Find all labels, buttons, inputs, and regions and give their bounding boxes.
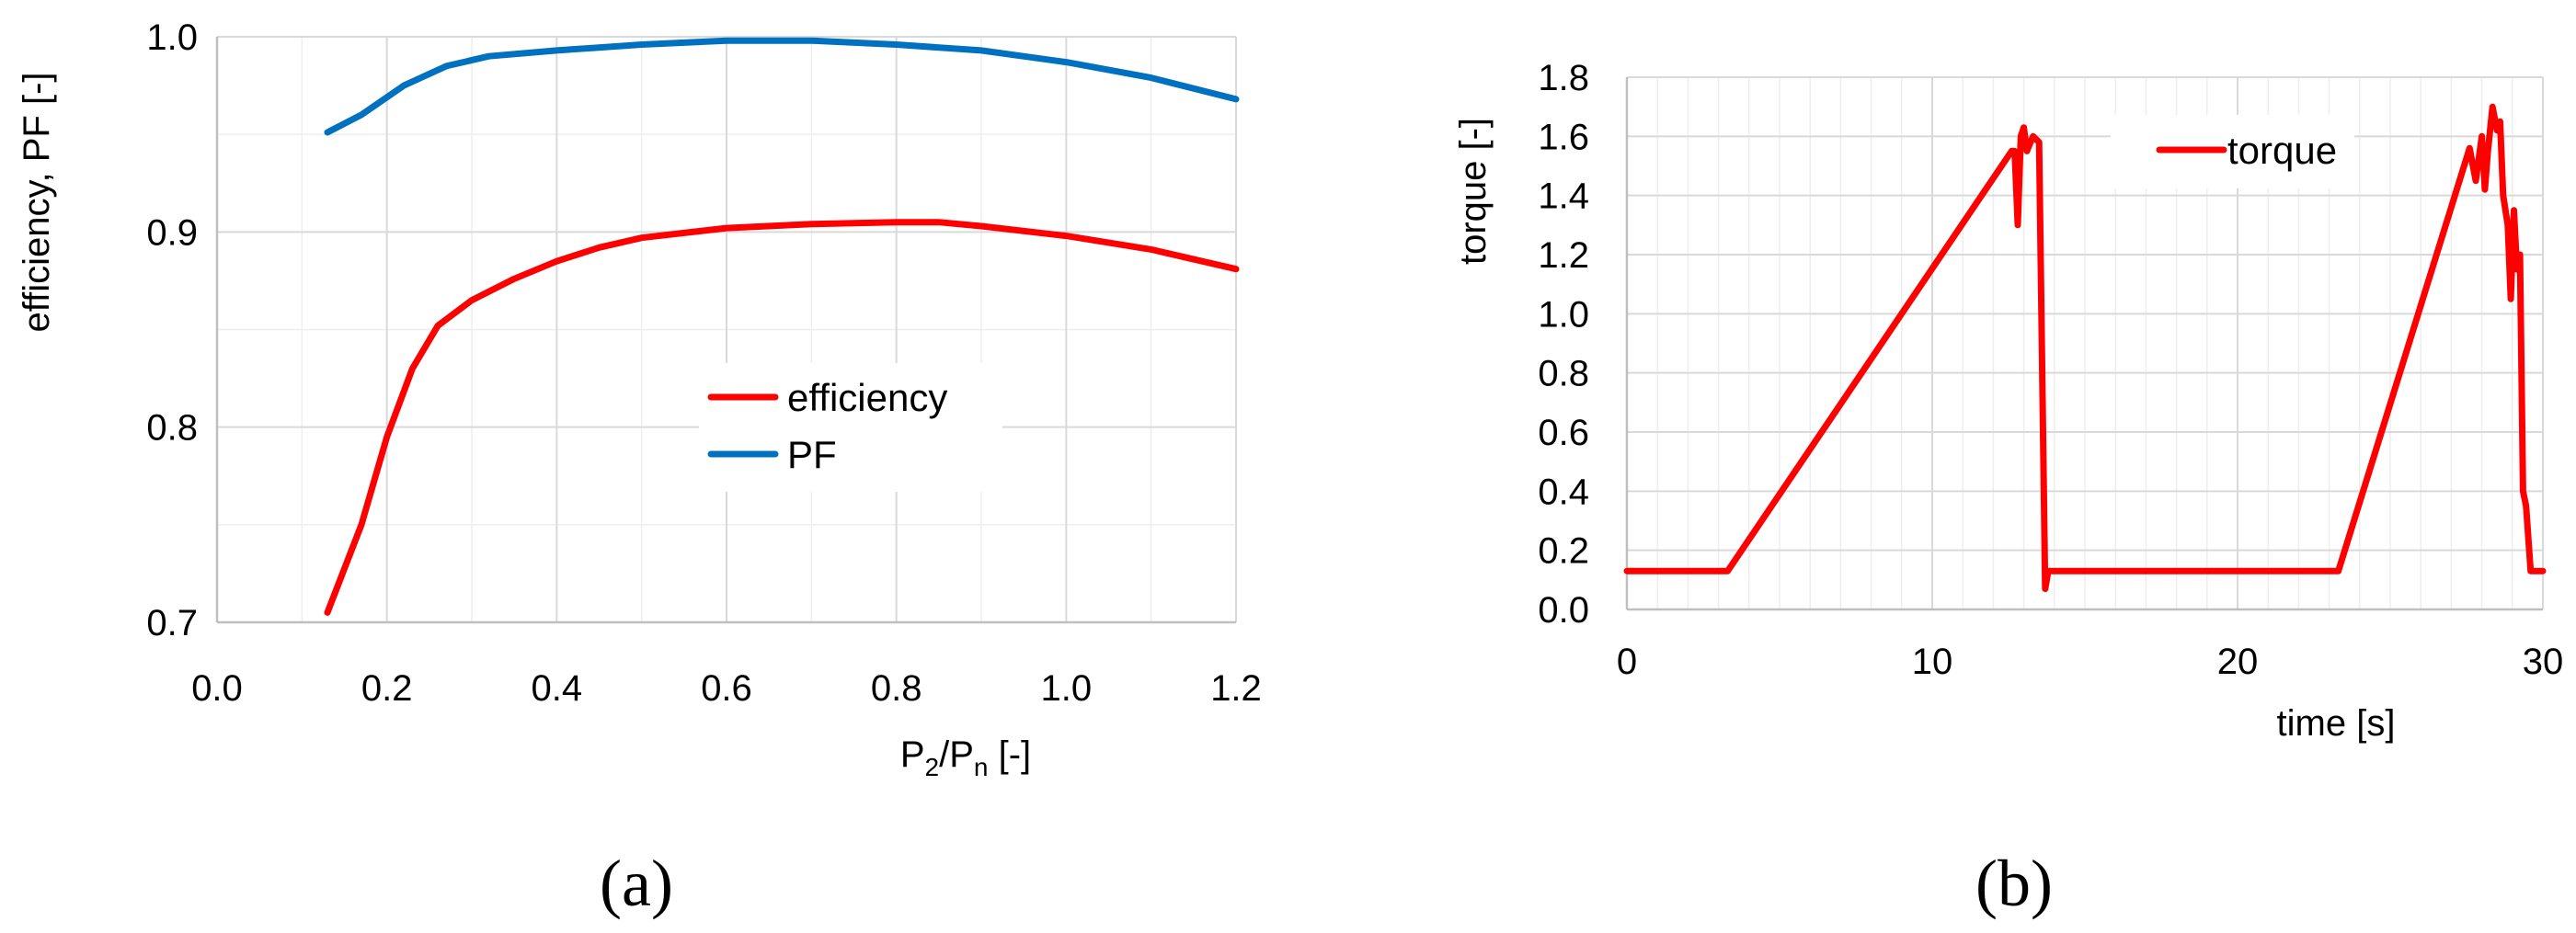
chart-a-x-tick-0-6: 0.6 xyxy=(701,668,752,709)
chart-a-x-tick-0-8: 0.8 xyxy=(871,668,922,709)
chart-b-legend: torque xyxy=(2111,115,2354,188)
chart-b-x-axis-label: time [s] xyxy=(2277,703,2396,744)
series-line-efficiency xyxy=(324,219,1240,616)
chart-b-y-tick-1-6: 1.6 xyxy=(1538,117,1589,157)
chart-a-x-axis-label: P2/Pn [-] xyxy=(900,734,1031,781)
chart-b-y-tick-1-0: 1.0 xyxy=(1538,294,1589,335)
legend-pf-label: PF xyxy=(787,433,837,476)
chart-panel-a: 0.0 0.2 0.4 0.6 0.8 1.0 1.2 0.7 0.8 0.9 1.0 effic… xyxy=(17,17,1262,920)
chart-b-y-tick-1-8: 1.8 xyxy=(1538,58,1589,98)
chart-b-y-axis-label: torque [-] xyxy=(1453,118,1494,265)
chart-a-x-tick-1-0: 1.0 xyxy=(1041,668,1093,709)
chart-b-axes xyxy=(1625,77,2543,611)
chart-a-x-tick-1-2: 1.2 xyxy=(1210,668,1262,709)
panel-label-b: (b) xyxy=(1975,847,2053,920)
chart-b-x-tick-20: 20 xyxy=(2217,642,2259,682)
chart-b-x-tick-10: 10 xyxy=(1912,642,1953,682)
chart-b-y-tick-0-4: 0.4 xyxy=(1538,472,1589,512)
chart-a-legend-box xyxy=(699,363,1002,492)
chart-b-series xyxy=(1623,103,2547,592)
series-line-torque xyxy=(1623,103,2547,592)
chart-a-x-tick-0-2: 0.2 xyxy=(361,668,413,709)
chart-b-x-tick-30: 30 xyxy=(2523,642,2564,682)
series-line-pf xyxy=(324,37,1240,136)
chart-a-legend: efficiency PF xyxy=(699,363,1002,492)
legend-torque-label: torque xyxy=(2227,129,2337,172)
chart-b-x-tick-0: 0 xyxy=(1617,642,1637,682)
panel-label-a: (a) xyxy=(600,847,673,920)
x-label-unit: [-] xyxy=(988,734,1031,775)
chart-a-y-tick-labels: 0.7 0.8 0.9 1.0 xyxy=(146,17,198,643)
chart-b-y-tick-1-2: 1.2 xyxy=(1538,235,1589,276)
chart-b-y-tick-0-6: 0.6 xyxy=(1538,413,1589,453)
chart-b-legend-box xyxy=(2111,115,2354,188)
x-label-sub-n: n xyxy=(974,753,989,781)
legend-efficiency-label: efficiency xyxy=(787,376,947,419)
chart-a-x-tick-0-0: 0.0 xyxy=(191,668,243,709)
chart-b-y-tick-0-2: 0.2 xyxy=(1538,531,1589,572)
chart-a-y-tick-0-9: 0.9 xyxy=(146,212,198,253)
chart-panel-b: 0 10 20 30 0.0 0.2 0.4 0.6 0.8 1.0 1.2 1.4 1.6 1.8 t… xyxy=(1453,58,2563,920)
x-label-sub-2: 2 xyxy=(925,753,940,781)
chart-a-y-tick-1-0: 1.0 xyxy=(146,17,198,58)
chart-a-series xyxy=(324,37,1240,616)
chart-a-y-axis-label: efficiency, PF [-] xyxy=(17,72,57,332)
chart-a-axes xyxy=(215,37,1236,624)
chart-a-x-tick-labels: 0.0 0.2 0.4 0.6 0.8 1.0 1.2 xyxy=(191,668,1262,709)
chart-b-y-tick-1-4: 1.4 xyxy=(1538,176,1589,217)
chart-b-y-tick-0-8: 0.8 xyxy=(1538,354,1589,394)
x-label-slash-p: /P xyxy=(939,734,974,775)
chart-b-y-tick-labels: 0.0 0.2 0.4 0.6 0.8 1.0 1.2 1.4 1.6 1.8 xyxy=(1538,58,1589,631)
x-label-p: P xyxy=(900,734,925,775)
chart-b-x-tick-labels: 0 10 20 30 xyxy=(1617,642,2563,682)
chart-a-x-tick-0-4: 0.4 xyxy=(532,668,583,709)
chart-a-gridlines xyxy=(216,36,1237,623)
chart-a-y-tick-0-7: 0.7 xyxy=(146,603,198,643)
chart-b-y-tick-0-0: 0.0 xyxy=(1538,590,1589,631)
chart-a-y-tick-0-8: 0.8 xyxy=(146,408,198,449)
chart-b-gridlines xyxy=(1626,76,2544,610)
